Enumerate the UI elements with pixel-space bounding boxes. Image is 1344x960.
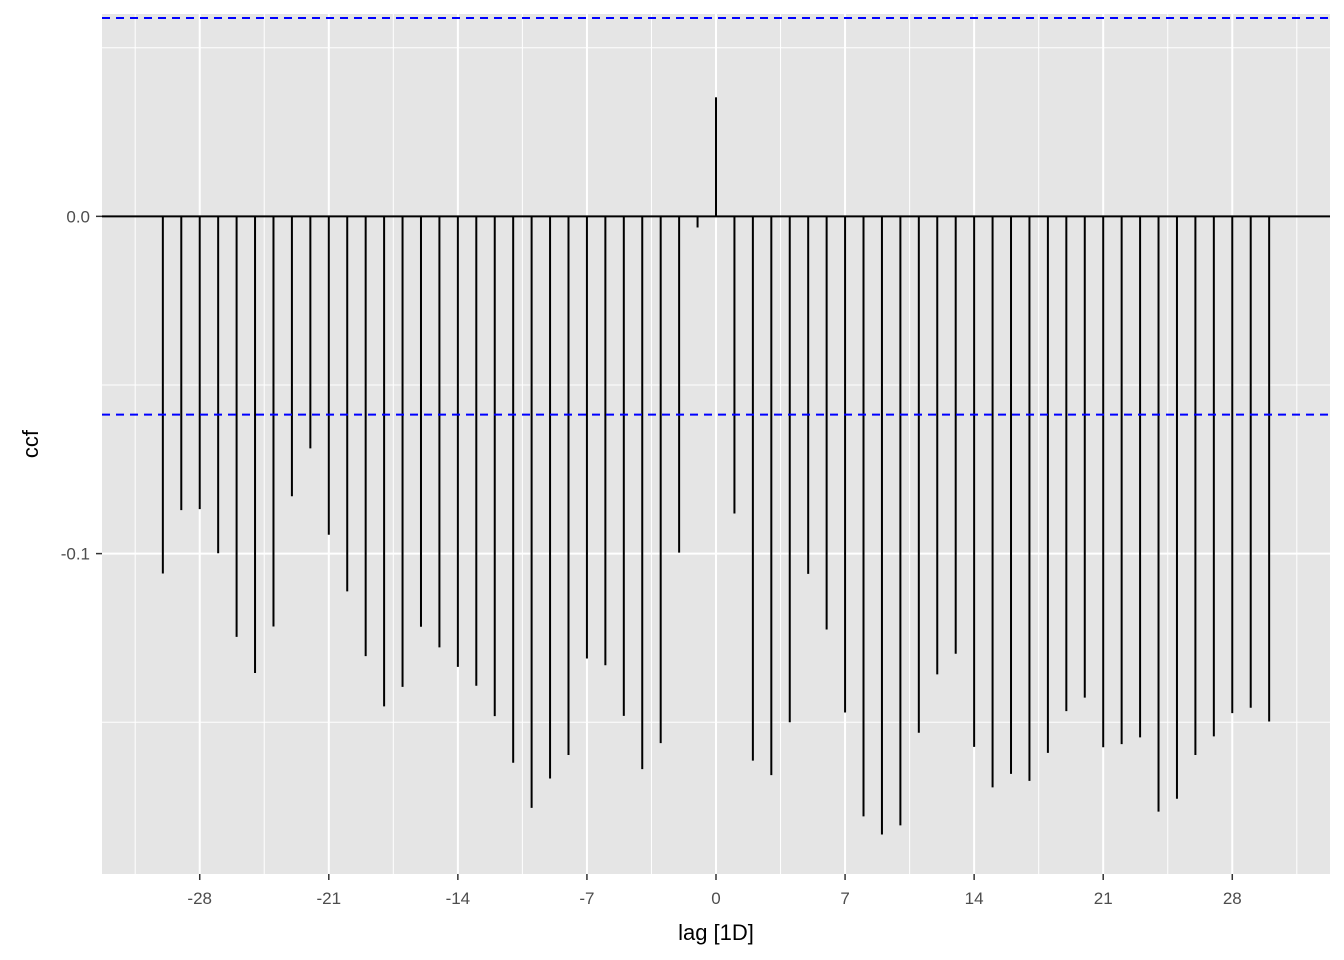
x-tick-label: 14	[965, 889, 984, 908]
x-axis: -28 -21 -14 -7 0 7 14 21 28	[187, 874, 1242, 908]
confidence-bounds	[102, 17, 1330, 416]
x-tick-label: -14	[446, 889, 471, 908]
x-tick-label: -28	[187, 889, 212, 908]
y-tick-label: -0.1	[61, 545, 90, 564]
y-axis-title: ccf	[18, 429, 43, 458]
x-tick-label: 0	[711, 889, 720, 908]
x-tick-label: 21	[1094, 889, 1113, 908]
y-tick-label: 0.0	[66, 207, 90, 226]
ccf-bars	[102, 97, 1330, 835]
x-tick-label: 7	[840, 889, 849, 908]
y-axis: -0.1 0.0	[61, 207, 102, 564]
x-tick-label: -7	[579, 889, 594, 908]
x-tick-label: 28	[1223, 889, 1242, 908]
x-tick-label: -21	[317, 889, 342, 908]
x-axis-title: lag [1D]	[678, 920, 754, 945]
